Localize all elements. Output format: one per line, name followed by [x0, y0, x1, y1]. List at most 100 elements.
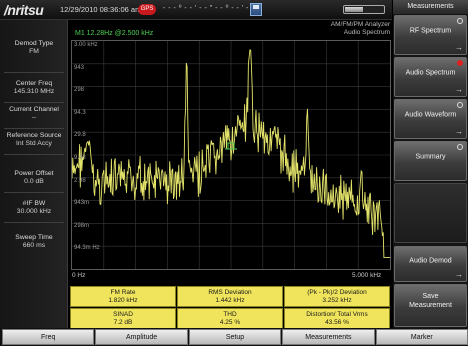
measurement-label: FM Rate — [110, 289, 136, 296]
softkey-label: RF Spectrum — [409, 27, 452, 35]
x-axis-stop-label: 5.000 kHz — [352, 272, 382, 279]
y-axis-tick-label: 943 — [74, 64, 85, 71]
spectrum-trace-canvas — [72, 41, 390, 269]
measurement-cell: Distortion/ Total Vrms 43.56 % — [284, 308, 390, 329]
status-separator — [4, 222, 64, 223]
measurement-value: 7.2 dB — [113, 319, 133, 326]
y-axis-tick-label: 9.43 — [74, 155, 86, 161]
submenu-arrow-icon: → — [455, 43, 463, 52]
softkey-audio-waveform[interactable]: Audio Waveform → — [394, 99, 467, 139]
y-axis-tick-label: 29.8 — [74, 132, 86, 139]
audio-spectrum-plot[interactable] — [71, 40, 391, 270]
softkey-menu-title: Measurements — [393, 0, 468, 14]
measurement-cell: SINAD 7.2 dB — [70, 308, 176, 329]
main-menu-freq[interactable]: Freq — [2, 329, 95, 345]
measurement-label: RMS Deviation — [208, 289, 252, 296]
brand-logo: /nritsu — [4, 2, 44, 18]
measurement-label: THD — [223, 311, 237, 318]
submenu-arrow-icon: → — [455, 127, 463, 136]
status-separator — [4, 154, 64, 155]
status-item-label: Reference Source — [6, 132, 62, 139]
marker-m1 — [225, 142, 237, 150]
status-item: Demod Type FM — [0, 40, 68, 56]
radio-unselected-icon — [457, 18, 463, 24]
measurement-value: 4.25 % — [219, 319, 241, 326]
submenu-arrow-icon: → — [455, 270, 463, 279]
status-item-value: 145.310 MHz — [13, 88, 55, 95]
status-item: Current Channel -- — [0, 106, 68, 122]
status-item-value: 660 ms — [22, 242, 46, 249]
main-menu-measurements[interactable]: Measurements — [282, 329, 375, 345]
title-bar: /nritsu 12/29/2010 08:36:06 am GPS - - -… — [0, 0, 392, 20]
status-item: Power Offset 0.0 dB — [0, 170, 68, 186]
softkey-audio-spectrum[interactable]: Audio Spectrum → — [394, 57, 467, 97]
status-item: Reference Source Int Std Accy — [0, 132, 68, 148]
softkey-summary[interactable]: Summary — [394, 141, 467, 181]
status-item: Sweep Time 660 ms — [0, 234, 68, 250]
measurement-cell: FM Rate 1.820 kHz — [70, 286, 176, 307]
main-menu-bar: Freq Amplitude Setup Measurements Marker — [0, 328, 468, 346]
marker-readout: M1 12.28Hz @2.500 kHz — [75, 30, 154, 37]
measurement-value: 1.442 kHz — [215, 297, 245, 304]
gps-icon: GPS — [138, 4, 156, 15]
softkey-audio-demod[interactable]: Audio Demod → — [394, 246, 467, 282]
softkey-label: Audio Waveform — [404, 111, 457, 119]
measurement-value: 1.820 kHz — [108, 297, 138, 304]
main-menu-amplitude[interactable]: Amplitude — [95, 329, 188, 345]
measurement-cell: (Pk - Pk)/2 Deviation 3.252 kHz — [284, 286, 390, 307]
x-axis-start-label: 0 Hz — [72, 272, 86, 279]
y-axis-tick-label: 298m — [74, 222, 90, 229]
status-item-value: -- — [31, 114, 37, 121]
softkey-label: Audio Spectrum — [405, 69, 456, 77]
status-item-label: Center Freq — [15, 80, 53, 87]
status-item-label: #IF BW — [22, 200, 46, 207]
status-separator — [4, 128, 64, 129]
spectrum-trace — [72, 49, 390, 259]
status-separator — [4, 192, 64, 193]
radio-selected-icon — [457, 60, 463, 66]
main-menu-marker[interactable]: Marker — [375, 329, 468, 345]
status-item: #IF BW 30.000 kHz — [0, 200, 68, 216]
y-axis-tick-label: 94.3 — [74, 109, 86, 116]
measurement-cell: THD 4.25 % — [177, 308, 283, 329]
measurement-value: 3.252 kHz — [322, 297, 352, 304]
status-separator — [4, 102, 64, 103]
measurement-label: Distortion/ Total Vrms — [306, 311, 368, 318]
battery-level-fill — [345, 7, 363, 12]
status-item-value: 30.000 kHz — [16, 208, 52, 215]
measurement-cell: RMS Deviation 1.442 kHz — [177, 286, 283, 307]
y-axis-tick-label: 3.00 kHz — [74, 42, 98, 48]
datetime-display: 12/29/2010 08:36:06 am — [60, 5, 142, 14]
status-panel: Demod Type FM Center Freq 145.310 MHz Curren… — [0, 20, 68, 328]
radio-unselected-icon — [457, 102, 463, 108]
measurement-label: (Pk - Pk)/2 Deviation — [307, 289, 367, 296]
softkey-save-measurement[interactable]: Save Measurement — [394, 284, 467, 327]
submenu-arrow-icon: → — [455, 85, 463, 94]
status-item: Center Freq 145.310 MHz — [0, 80, 68, 96]
save-icon[interactable] — [250, 3, 262, 16]
measurement-value: 43.56 % — [325, 319, 349, 326]
status-item-value: 0.0 dB — [24, 178, 44, 185]
softkey-label: Summary — [415, 153, 446, 161]
mode-subtitle: Audio Spectrum — [343, 29, 390, 36]
status-item-label: Sweep Time — [15, 234, 53, 241]
main-menu-setup[interactable]: Setup — [188, 329, 282, 345]
status-item-value: FM — [29, 48, 39, 55]
y-axis-tick-label: 2.98 — [74, 177, 86, 184]
status-item-label: Demod Type — [14, 40, 54, 47]
y-axis-tick-label: 94.3m Hz — [74, 245, 100, 252]
measurement-label: SINAD — [113, 311, 133, 318]
softkey-blank — [394, 183, 467, 243]
y-axis-tick-label: 943m — [74, 200, 90, 207]
battery-icon — [343, 5, 385, 14]
status-item-label: Current Channel — [9, 106, 59, 113]
status-item-value: Int Std Accy — [16, 140, 52, 147]
softkey-label: Save Measurement — [409, 293, 452, 310]
y-axis-tick-label: 298 — [74, 87, 85, 94]
status-item-label: Power Offset — [14, 170, 54, 177]
softkey-label: Audio Demod — [409, 257, 452, 265]
softkey-rf-spectrum[interactable]: RF Spectrum → — [394, 15, 467, 55]
radio-unselected-icon — [457, 144, 463, 150]
mode-title: AM/FM/PM Analyzer — [330, 21, 390, 28]
